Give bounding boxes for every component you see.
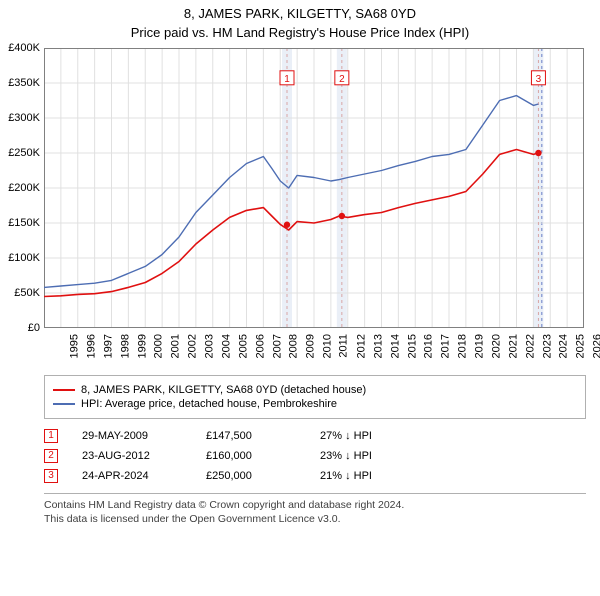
y-axis-label: £150K	[4, 217, 40, 229]
x-axis-label: 1996	[85, 334, 97, 358]
sale-marker-icon: 1	[44, 429, 58, 443]
x-axis-label: 2002	[187, 334, 199, 358]
x-axis-label: 2009	[305, 334, 317, 358]
x-axis-label: 2023	[541, 334, 553, 358]
x-axis-label: 2008	[288, 334, 300, 358]
x-axis-label: 2015	[406, 334, 418, 358]
legend: 8, JAMES PARK, KILGETTY, SA68 0YD (detac…	[44, 375, 586, 419]
price-chart: 1 2 3	[44, 48, 584, 328]
x-axis-label: 2012	[355, 334, 367, 358]
x-axis-label: 2005	[237, 334, 249, 358]
sale-price: £250,000	[206, 470, 296, 482]
x-axis-label: 2026	[592, 334, 600, 358]
legend-label: HPI: Average price, detached house, Pemb…	[81, 398, 337, 410]
x-axis-label: 2003	[203, 334, 215, 358]
sales-table: 1 29-MAY-2009 £147,500 27% ↓ HPI 2 23-AUG-201…	[44, 429, 586, 483]
sale-diff: 27% ↓ HPI	[320, 430, 410, 442]
legend-item: 8, JAMES PARK, KILGETTY, SA68 0YD (detac…	[53, 384, 577, 396]
legend-swatch	[53, 389, 75, 391]
attribution-line: This data is licensed under the Open Gov…	[44, 512, 586, 526]
chart-subtitle: Price paid vs. HM Land Registry's House …	[0, 25, 600, 40]
svg-text:3: 3	[536, 74, 542, 85]
y-axis-label: £250K	[4, 147, 40, 159]
x-axis-label: 2018	[457, 334, 469, 358]
sale-marker-icon: 3	[44, 469, 58, 483]
x-axis-label: 2000	[153, 334, 165, 358]
sale-price: £160,000	[206, 450, 296, 462]
x-axis-label: 2024	[558, 334, 570, 358]
x-axis-label: 1998	[119, 334, 131, 358]
x-axis-label: 2006	[254, 334, 266, 358]
sale-row: 3 24-APR-2024 £250,000 21% ↓ HPI	[44, 469, 586, 483]
x-axis-label: 2020	[490, 334, 502, 358]
svg-text:1: 1	[284, 74, 290, 85]
sale-diff: 21% ↓ HPI	[320, 470, 410, 482]
sale-marker-icon: 2	[44, 449, 58, 463]
y-axis-label: £0	[4, 322, 40, 334]
y-axis-label: £350K	[4, 77, 40, 89]
x-axis-label: 2025	[575, 334, 587, 358]
x-axis-label: 2017	[440, 334, 452, 358]
x-axis-label: 2010	[322, 334, 334, 358]
sale-date: 23-AUG-2012	[82, 450, 182, 462]
sale-row: 1 29-MAY-2009 £147,500 27% ↓ HPI	[44, 429, 586, 443]
y-axis-label: £300K	[4, 112, 40, 124]
x-axis-label: 1999	[136, 334, 148, 358]
y-axis-label: £400K	[4, 42, 40, 54]
x-axis-label: 2004	[220, 334, 232, 358]
y-axis-label: £200K	[4, 182, 40, 194]
svg-text:2: 2	[339, 74, 345, 85]
legend-item: HPI: Average price, detached house, Pemb…	[53, 398, 577, 410]
x-axis-label: 1997	[102, 334, 114, 358]
x-axis-label: 2001	[170, 334, 182, 358]
x-axis-label: 2011	[338, 334, 350, 358]
sale-row: 2 23-AUG-2012 £160,000 23% ↓ HPI	[44, 449, 586, 463]
sale-price: £147,500	[206, 430, 296, 442]
attribution: Contains HM Land Registry data © Crown c…	[44, 493, 586, 526]
x-axis-label: 1995	[68, 334, 80, 358]
y-axis-label: £100K	[4, 252, 40, 264]
x-axis-label: 2007	[271, 334, 283, 358]
chart-title: 8, JAMES PARK, KILGETTY, SA68 0YD	[0, 6, 600, 21]
y-axis-label: £50K	[4, 287, 40, 299]
x-axis-label: 2016	[423, 334, 435, 358]
x-axis-label: 2013	[372, 334, 384, 358]
x-axis-label: 2022	[524, 334, 536, 358]
legend-label: 8, JAMES PARK, KILGETTY, SA68 0YD (detac…	[81, 384, 366, 396]
attribution-line: Contains HM Land Registry data © Crown c…	[44, 498, 586, 512]
chart-area: 123 £0£50K£100K£150K£200K£250K£300K£350K…	[44, 48, 586, 333]
x-axis-label: 2019	[473, 334, 485, 358]
x-axis-label: 2021	[507, 334, 519, 358]
sale-diff: 23% ↓ HPI	[320, 450, 410, 462]
legend-swatch	[53, 403, 75, 405]
sale-date: 29-MAY-2009	[82, 430, 182, 442]
x-axis-label: 2014	[389, 334, 401, 358]
sale-date: 24-APR-2024	[82, 470, 182, 482]
